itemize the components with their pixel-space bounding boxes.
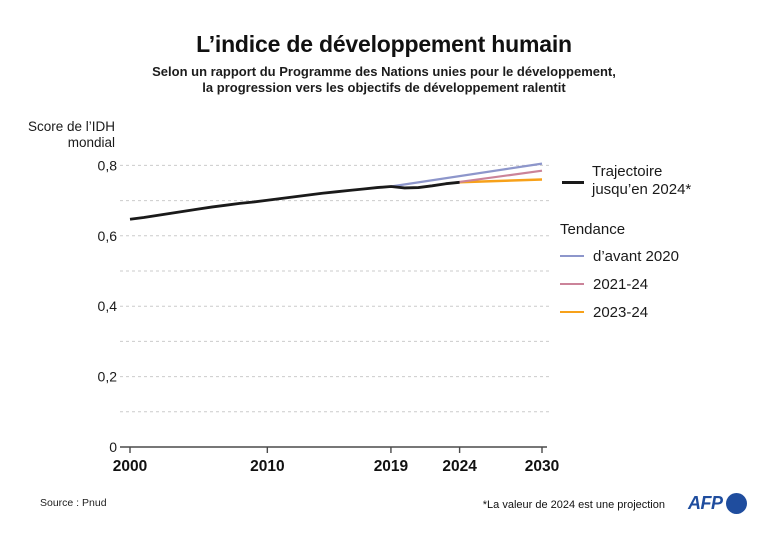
legend-swatch-pre-2020 — [560, 254, 584, 258]
legend-label-2021-24: 2021-24 — [593, 275, 649, 293]
chart-subtitle: Selon un rapport du Programme des Nation… — [0, 64, 768, 96]
afp-logo: AFP — [688, 493, 747, 514]
legend-item-pre-2020: d’avant 2020 — [560, 247, 679, 265]
legend-trend-header: Tendance — [560, 221, 626, 238]
chart-subtitle-line1: Selon un rapport du Programme des Nation… — [152, 64, 616, 79]
legend-swatch-trajectory — [562, 181, 584, 184]
series-line-d-avant-2020 — [390, 162, 543, 188]
x-tick-label: 2010 — [250, 458, 284, 475]
legend-label-pre-2020: d’avant 2020 — [593, 247, 679, 265]
x-tick-label: 2024 — [442, 458, 477, 475]
legend-label-trajectory-line1: Trajectoire — [592, 163, 663, 180]
legend-label-2023-24: 2023-24 — [593, 303, 649, 321]
legend-label-trajectory: Trajectoire jusqu’en 2024* — [592, 163, 691, 198]
y-axis-unit-line1: Score de l’IDH — [27, 119, 115, 134]
legend-item-2023-24: 2023-24 — [560, 303, 648, 321]
y-tick-label: 0 — [109, 439, 117, 455]
x-tick-label: 2019 — [374, 458, 409, 475]
afp-logo-text: AFP — [688, 493, 723, 513]
y-axis-unit-line2: mondial — [67, 134, 115, 150]
chart-subtitle-line2: la progression vers les objectifs de dév… — [202, 80, 566, 95]
projection-footnote: *La valeur de 2024 est une projection — [482, 499, 665, 511]
series-line-trajectoire-jusqu-en-2024- — [129, 180, 460, 221]
series-line-2023-24 — [459, 178, 543, 184]
y-axis-unit-label: Score de l’IDH mondial — [0, 119, 115, 150]
y-tick-label: 0,2 — [98, 369, 118, 385]
source-credit: Source : Pnud — [40, 497, 107, 509]
legend-label-trajectory-line2: jusqu’en 2024* — [592, 180, 692, 198]
legend-swatch-2021-24 — [560, 282, 584, 286]
legend-item-2021-24: 2021-24 — [560, 275, 648, 293]
page-title: L’indice de développement humain — [196, 31, 572, 57]
y-tick-label: 0,4 — [98, 298, 118, 314]
x-tick-label: 2000 — [113, 458, 147, 475]
y-tick-label: 0,8 — [98, 157, 118, 173]
y-tick-label: 0,6 — [98, 228, 118, 244]
afp-globe-icon — [725, 493, 747, 514]
x-tick-label: 2030 — [525, 458, 559, 475]
legend-swatch-2023-24 — [560, 310, 584, 314]
